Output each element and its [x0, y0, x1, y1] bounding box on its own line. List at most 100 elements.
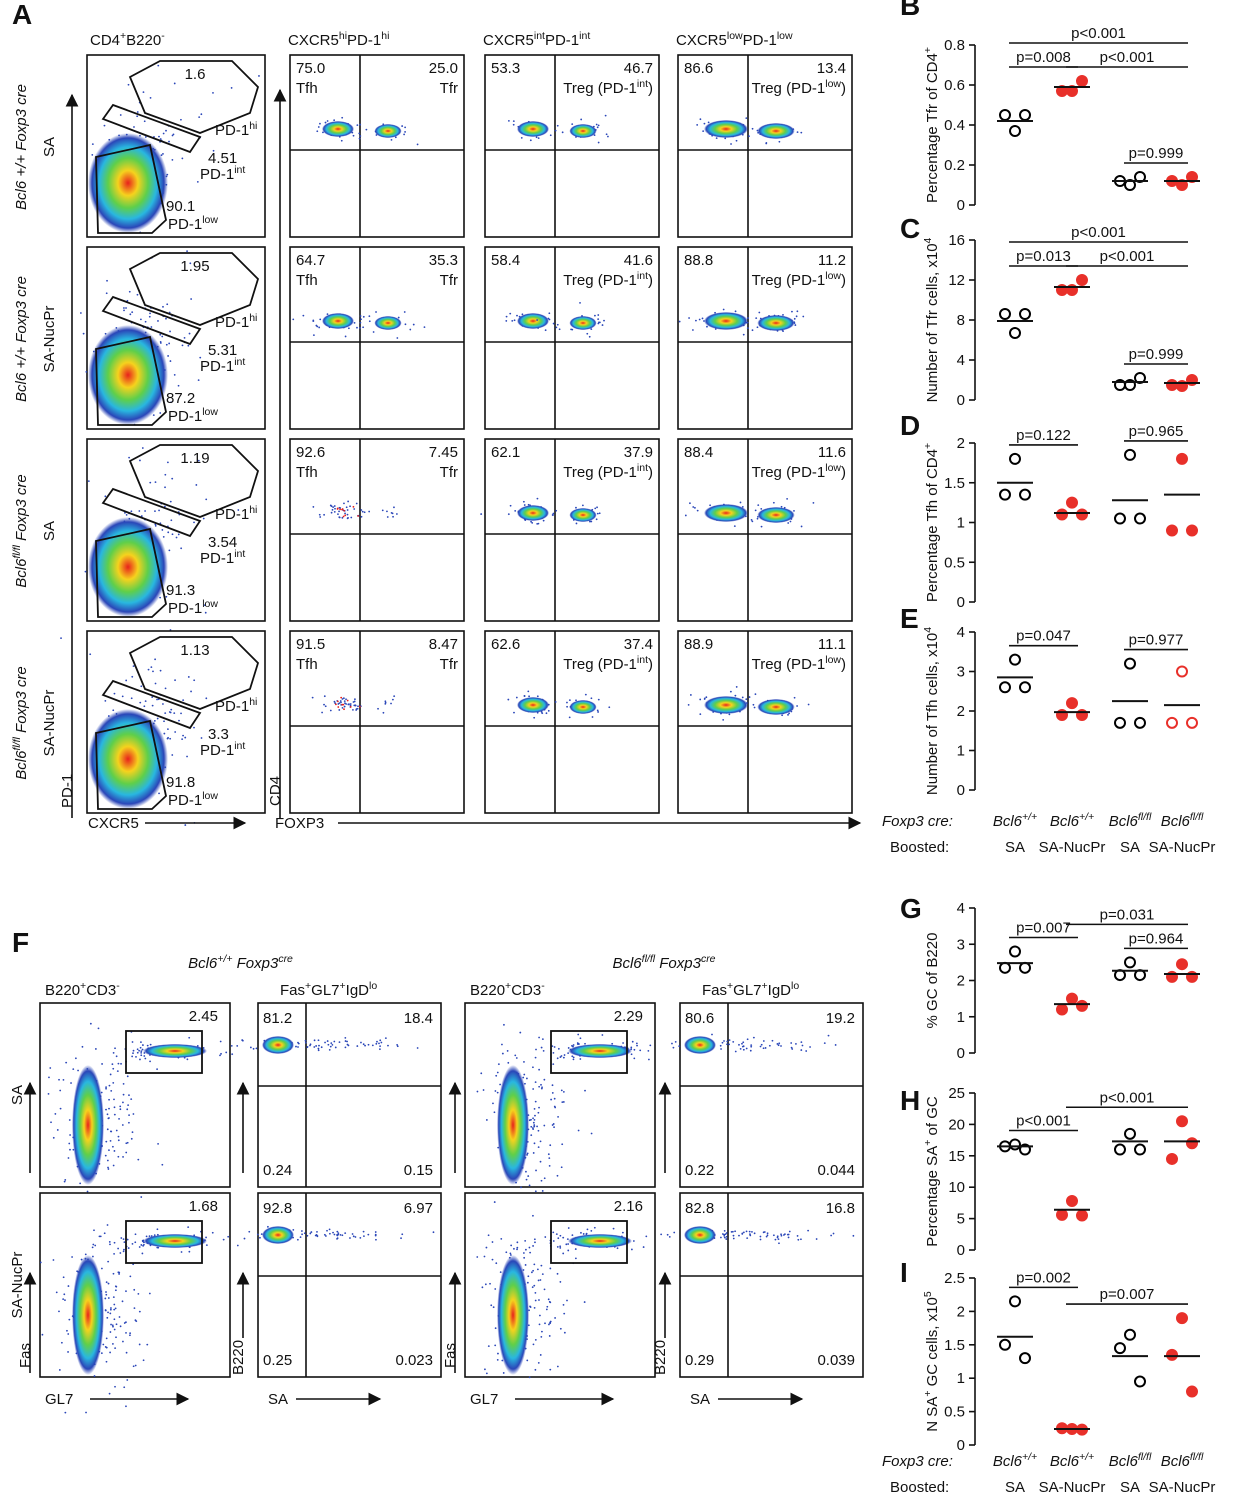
event-dot	[205, 1236, 207, 1239]
event-dot	[749, 1049, 752, 1052]
event-dot	[107, 1282, 110, 1285]
event-dot	[338, 1041, 341, 1044]
event-dot	[199, 356, 202, 359]
event-dot	[559, 1234, 562, 1237]
y-tick-label: 0.4	[944, 117, 965, 134]
event-dot	[742, 123, 745, 126]
event-dot	[536, 695, 539, 698]
event-dot	[536, 319, 539, 321]
event-dot	[104, 1309, 107, 1311]
event-dot	[313, 1046, 316, 1048]
event-dot	[741, 1232, 744, 1235]
event-dot	[780, 1234, 783, 1237]
event-dot	[577, 1033, 580, 1036]
density	[757, 315, 795, 331]
event-dot	[509, 312, 512, 315]
event-dot	[528, 1246, 531, 1249]
text-part: int	[234, 164, 245, 176]
text-part: int	[234, 548, 245, 560]
event-dot	[258, 75, 260, 77]
event-dot	[91, 1246, 94, 1249]
event-dot	[180, 1251, 183, 1253]
event-dot	[699, 698, 702, 701]
event-dot	[583, 1301, 586, 1303]
y-tick-label: 1	[957, 515, 965, 532]
event-dot	[107, 1168, 110, 1170]
event-dot	[597, 124, 600, 127]
event-dot	[645, 1235, 648, 1238]
event-dot	[181, 738, 184, 741]
quadrant-value: 80.6	[685, 1010, 714, 1027]
text-part: IgD	[768, 982, 792, 999]
group-boost: SA-NucPr	[1149, 839, 1216, 856]
event-dot	[533, 1142, 536, 1145]
event-dot	[793, 696, 796, 699]
event-dot	[114, 1347, 117, 1350]
event-dot	[248, 1230, 251, 1233]
event-dot	[688, 317, 690, 319]
event-dot	[503, 1023, 505, 1026]
event-dot	[169, 330, 171, 333]
event-dot	[694, 506, 696, 509]
data-point	[1009, 125, 1021, 137]
density	[143, 1044, 207, 1058]
event-dot	[528, 1376, 531, 1379]
event-dot	[196, 180, 199, 183]
quadrant-label: Tfr	[440, 656, 458, 673]
event-dot	[738, 710, 741, 713]
event-dot	[347, 1044, 350, 1047]
event-dot	[559, 1247, 562, 1249]
event-dot	[630, 1046, 633, 1049]
event-dot	[556, 124, 559, 127]
text-part: fl/fl	[1190, 811, 1204, 823]
event-dot	[157, 1246, 160, 1249]
event-dot	[554, 701, 557, 703]
event-dot	[561, 131, 564, 134]
event-dot	[530, 1125, 533, 1128]
y-tick-label: 1.5	[944, 475, 965, 492]
event-dot	[123, 1248, 125, 1251]
data-point	[1124, 956, 1136, 969]
event-dot	[125, 513, 128, 516]
quadrant-value: 35.3	[429, 252, 458, 269]
event-dot	[125, 679, 128, 682]
event-dot	[164, 473, 167, 476]
event-dot	[539, 1160, 542, 1163]
event-dot	[756, 517, 759, 520]
event-dot	[104, 495, 107, 498]
event-dot	[801, 1044, 804, 1047]
event-dot	[392, 515, 394, 518]
event-dot	[205, 1244, 208, 1247]
data-point	[1166, 524, 1178, 537]
event-dot	[112, 1164, 115, 1167]
event-dot	[189, 262, 192, 265]
event-dot	[596, 709, 599, 712]
event-dot	[126, 1075, 129, 1078]
event-dot	[776, 1236, 779, 1239]
event-dot	[154, 481, 157, 484]
event-dot	[565, 1243, 568, 1246]
event-dot	[349, 703, 352, 705]
event-dot	[586, 332, 589, 335]
event-dot	[533, 1238, 536, 1241]
event-dot	[39, 1261, 42, 1264]
event-dot	[547, 1153, 550, 1156]
event-dot	[533, 1284, 536, 1287]
gate-int	[101, 487, 202, 538]
event-dot	[532, 1066, 534, 1069]
event-dot	[379, 1045, 381, 1048]
group-header: Foxp3 cre:	[882, 813, 953, 830]
event-dot	[128, 1121, 130, 1124]
event-dot	[119, 1325, 122, 1328]
event-dot	[157, 1142, 159, 1145]
event-dot	[106, 1113, 109, 1116]
event-dot	[728, 1039, 731, 1042]
event-dot	[345, 506, 348, 509]
event-dot	[527, 1275, 530, 1278]
event-dot	[336, 700, 339, 703]
event-dot	[766, 1234, 769, 1237]
comparison-label: p=0.999	[1129, 145, 1184, 162]
text-part: PD-1	[215, 506, 249, 523]
event-dot	[523, 1256, 526, 1259]
event-dot	[830, 1234, 833, 1237]
